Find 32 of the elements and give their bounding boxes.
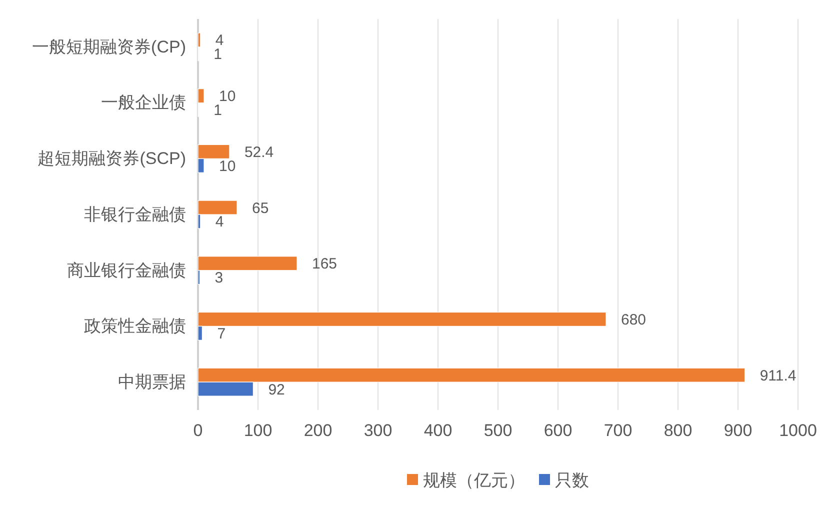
x-tick-label: 900 [724,421,752,440]
x-tick-label: 500 [484,421,512,440]
data-label: 165 [312,256,338,273]
data-label: 10 [219,158,236,175]
data-label: 65 [252,200,269,217]
x-tick-label: 1000 [779,421,817,440]
data-label: 680 [621,311,646,328]
x-tick-label: 700 [604,421,632,440]
data-label: 52.4 [244,144,274,161]
y-tick-label: 政策性金融债 [84,316,186,336]
x-tick-label: 200 [304,421,332,440]
data-label: 3 [214,270,224,287]
x-tick-label: 800 [664,421,692,440]
data-label: 4 [215,214,224,231]
y-tick-label: 中期票据 [118,372,186,392]
x-tick-label: 100 [244,421,272,440]
data-label: 10 [219,88,236,106]
data-label: 1 [214,102,222,120]
y-tick-label: 非银行金融债 [84,204,186,224]
y-tick-label: 一般企业债 [101,93,186,112]
data-label: 7 [217,325,226,342]
data-label: 92 [268,381,285,398]
y-tick-label: 超短期融资券(SCP) [38,149,186,168]
x-tick-label: 600 [544,421,572,440]
y-tick-label: 商业银行金融债 [67,260,186,280]
data-label: 911.4 [760,367,796,384]
x-tick-label: 400 [424,421,452,440]
x-tick-label: 0 [193,421,203,440]
legend-label: 只数 [555,470,589,490]
x-tick-label: 300 [364,421,392,440]
legend-label: 规模（亿元） [423,470,525,490]
y-tick-label: 一般短期融资券(CP) [32,37,186,56]
